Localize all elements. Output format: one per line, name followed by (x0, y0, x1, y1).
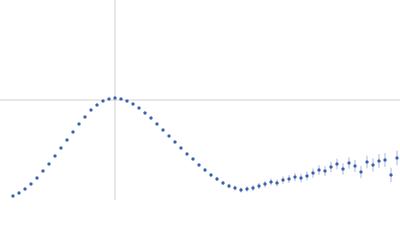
point (143, 111, 147, 115)
point (11, 194, 15, 198)
point (359, 170, 363, 174)
point (173, 140, 177, 144)
point (269, 180, 273, 184)
point (329, 165, 333, 169)
point (383, 158, 387, 162)
point (347, 161, 351, 165)
point (377, 159, 381, 163)
point (83, 115, 87, 119)
point (311, 171, 315, 175)
point (287, 177, 291, 181)
point (179, 146, 183, 150)
point (41, 169, 45, 173)
point (335, 162, 339, 166)
point (197, 163, 201, 167)
point (209, 173, 213, 177)
point (71, 130, 75, 134)
point (35, 176, 39, 180)
point (167, 134, 171, 138)
point (89, 108, 93, 112)
point (149, 116, 153, 120)
point (221, 181, 225, 185)
point (395, 156, 399, 160)
point (257, 184, 261, 188)
chart (0, 0, 400, 200)
point (95, 103, 99, 107)
point (107, 97, 111, 101)
point (131, 102, 135, 106)
point (275, 181, 279, 185)
point (233, 186, 237, 190)
point (161, 128, 165, 132)
point (23, 187, 27, 191)
point (365, 160, 369, 164)
point (305, 174, 309, 178)
point (239, 188, 243, 192)
point (101, 99, 105, 103)
point (47, 162, 51, 166)
point (17, 191, 21, 195)
point (77, 122, 81, 126)
point (323, 169, 327, 173)
point (185, 152, 189, 156)
point (215, 177, 219, 181)
point (353, 164, 357, 168)
point (251, 186, 255, 190)
point (245, 187, 249, 191)
point (53, 154, 57, 158)
point (119, 97, 123, 101)
point (317, 168, 321, 172)
point (263, 182, 267, 186)
point (293, 175, 297, 179)
point (227, 184, 231, 188)
point (59, 146, 63, 150)
point (299, 176, 303, 180)
point (137, 106, 141, 110)
point (65, 138, 69, 142)
point (113, 96, 117, 100)
point (125, 99, 129, 103)
point (155, 122, 159, 126)
point (203, 168, 207, 172)
point (371, 163, 375, 167)
point (389, 173, 393, 177)
point (341, 167, 345, 171)
point (281, 178, 285, 182)
point (29, 182, 33, 186)
point (191, 157, 195, 161)
